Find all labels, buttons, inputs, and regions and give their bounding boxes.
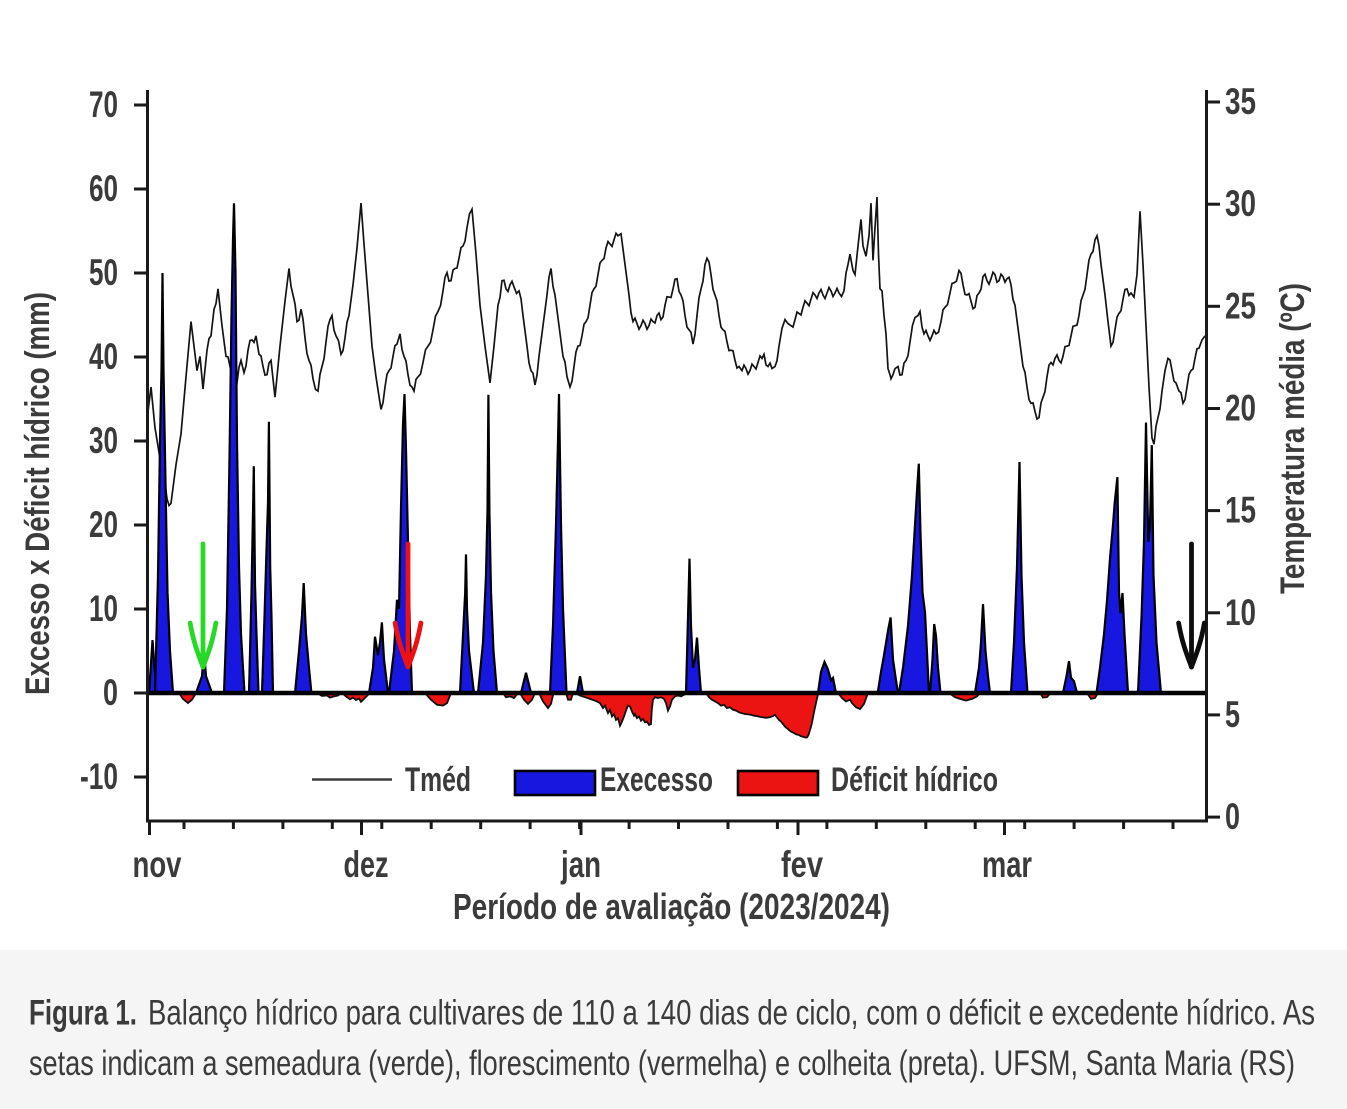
svg-text:Balanço hídrico para cultivare: Balanço hídrico para cultivares de 110 a…	[148, 994, 1315, 1033]
svg-text:0: 0	[103, 672, 118, 713]
svg-text:20: 20	[1225, 387, 1256, 428]
svg-text:Figura 1.: Figura 1.	[29, 994, 137, 1033]
svg-text:15: 15	[1225, 490, 1256, 531]
svg-text:-10: -10	[80, 756, 118, 797]
svg-text:fev: fev	[781, 844, 823, 885]
svg-text:Excesso x Déficit hídrico (mm): Excesso x Déficit hídrico (mm)	[19, 292, 57, 695]
svg-text:60: 60	[89, 168, 118, 209]
svg-text:30: 30	[1225, 183, 1256, 224]
svg-text:Período de avaliação (2023/202: Período de avaliação (2023/2024)	[453, 886, 890, 927]
svg-text:Temperatura média (ºC): Temperatura média (ºC)	[1274, 283, 1312, 594]
svg-text:35: 35	[1225, 81, 1256, 122]
svg-text:dez: dez	[344, 844, 389, 885]
svg-text:mar: mar	[982, 844, 1032, 885]
svg-text:5: 5	[1225, 694, 1240, 735]
svg-text:Tméd: Tméd	[405, 761, 471, 799]
svg-text:setas indicam a semeadura (ver: setas indicam a semeadura (verde), flore…	[29, 1044, 1295, 1083]
svg-text:30: 30	[89, 420, 118, 461]
svg-text:jan: jan	[560, 844, 601, 885]
svg-text:10: 10	[1225, 592, 1256, 633]
svg-text:70: 70	[89, 84, 118, 125]
svg-text:25: 25	[1225, 285, 1256, 326]
svg-text:nov: nov	[133, 844, 182, 885]
svg-text:10: 10	[89, 588, 118, 629]
svg-text:Déficit hídrico: Déficit hídrico	[831, 761, 998, 799]
svg-text:20: 20	[89, 504, 118, 545]
svg-text:50: 50	[89, 252, 118, 293]
svg-text:40: 40	[89, 336, 118, 377]
svg-text:0: 0	[1225, 796, 1240, 837]
svg-text:Execesso: Execesso	[600, 761, 713, 799]
